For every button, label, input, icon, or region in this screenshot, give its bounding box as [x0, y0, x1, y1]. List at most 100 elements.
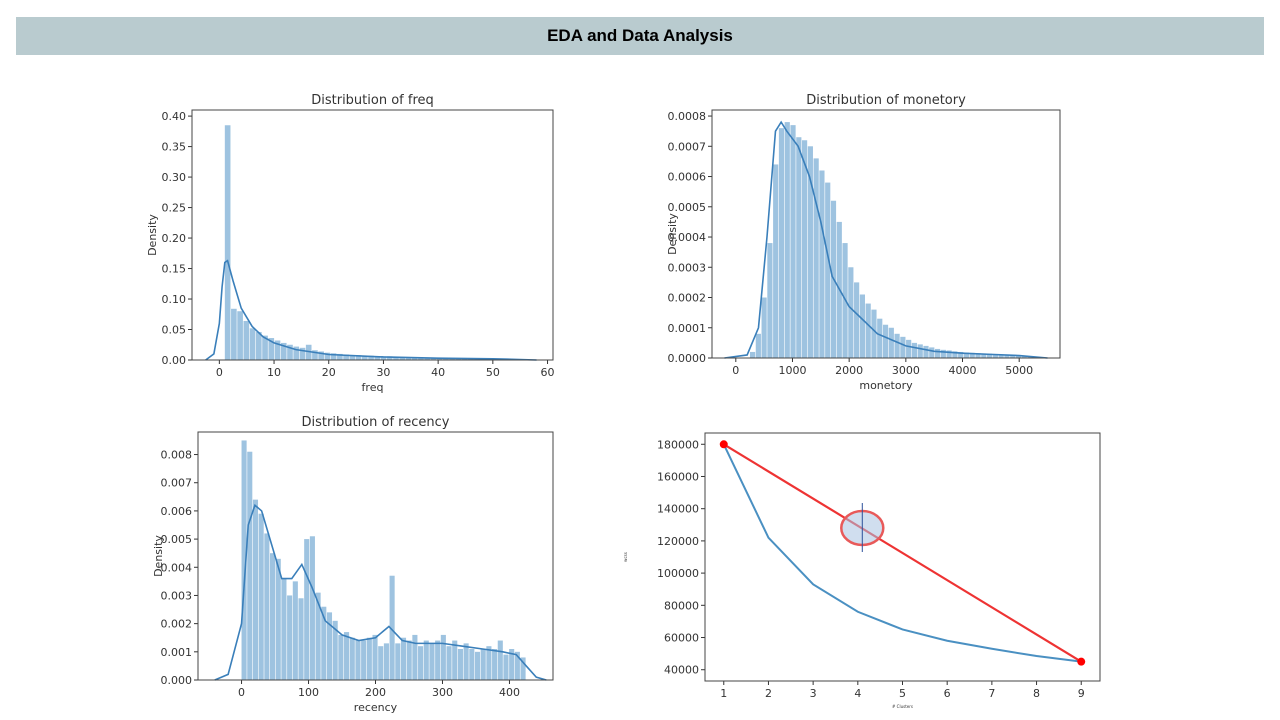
y-tick-label: 0.0007: [668, 140, 707, 153]
histogram-bar: [299, 347, 306, 360]
x-tick-label: 4000: [949, 364, 977, 377]
x-axis-label: # Clusters: [892, 704, 913, 709]
histogram-bar: [264, 533, 270, 680]
histogram-bar: [1010, 354, 1016, 358]
histogram-bar: [998, 354, 1004, 358]
y-tick-label: 0.008: [161, 449, 193, 462]
histogram-bar: [986, 353, 993, 358]
histogram-bar: [457, 649, 463, 680]
slide-title: EDA and Data Analysis: [547, 26, 733, 45]
histogram-bar: [399, 356, 406, 360]
y-tick-label: 0.003: [161, 589, 193, 602]
y-tick-label: 0.0003: [668, 261, 707, 274]
x-tick-label: 50: [486, 366, 500, 379]
chart-title: Distribution of recency: [302, 415, 450, 430]
histogram-bar: [446, 646, 452, 680]
histogram-bar: [287, 595, 293, 680]
y-tick-label: 180000: [657, 438, 699, 451]
histogram-bar: [981, 353, 987, 358]
histogram-bar: [349, 355, 356, 360]
histogram-bar: [958, 351, 964, 358]
kde-curve: [205, 259, 537, 361]
histogram-bar: [900, 336, 906, 358]
histogram-bar: [749, 351, 756, 358]
x-tick-label: 300: [432, 686, 453, 699]
histogram-bar: [389, 575, 395, 680]
chart-title: Distribution of freq: [311, 93, 434, 108]
histogram-bar: [963, 352, 970, 358]
y-tick-label: 140000: [657, 503, 699, 516]
y-tick-label: 0.0004: [668, 231, 707, 244]
endpoint-marker: [719, 440, 728, 449]
histogram-bar: [361, 640, 367, 680]
histogram-bar: [492, 649, 498, 680]
histogram-bar: [386, 356, 393, 360]
x-tick-label: 1: [720, 687, 727, 700]
x-tick-label: 60: [541, 366, 555, 379]
histogram-bar: [262, 335, 268, 360]
y-tick-label: 0.0006: [668, 171, 707, 184]
endpoint-marker: [1077, 657, 1086, 666]
histogram-bar: [430, 358, 437, 360]
y-tick-label: 0.0000: [668, 352, 707, 365]
histogram-bar: [405, 357, 412, 360]
histogram-bar: [435, 640, 441, 680]
histogram-bar: [312, 350, 318, 360]
x-tick-label: 40: [431, 366, 445, 379]
histogram-bar: [452, 640, 458, 680]
histogram-bar: [429, 643, 435, 680]
histogram-bar: [882, 324, 889, 358]
histogram-bar: [315, 592, 321, 680]
y-tick-label: 0.15: [162, 263, 187, 276]
histogram-bar: [468, 358, 474, 360]
histogram-bar: [992, 354, 998, 358]
y-axis-label: Density: [152, 535, 165, 577]
histogram-bar: [1004, 354, 1010, 358]
histogram-bar: [293, 346, 300, 360]
histogram-bar: [520, 657, 526, 680]
histogram-bar: [243, 320, 250, 360]
histogram-bar: [934, 348, 941, 358]
histogram-bar: [400, 637, 407, 680]
histogram-bar: [784, 122, 790, 358]
histogram-bar: [906, 339, 912, 358]
histogram-bar: [443, 358, 449, 360]
histogram-bar: [292, 581, 298, 680]
histogram-bar: [790, 125, 796, 358]
y-tick-label: 160000: [657, 470, 699, 483]
histogram-bar: [819, 170, 825, 358]
histogram-bar: [440, 634, 446, 680]
histogram-bar: [773, 164, 779, 358]
y-tick-label: 40000: [664, 664, 699, 677]
histogram-bar: [952, 351, 958, 358]
histogram-bar: [923, 345, 929, 358]
y-tick-label: 0.40: [162, 110, 187, 123]
histogram-bar: [486, 646, 492, 680]
x-axis-label: freq: [362, 381, 384, 394]
histogram-bar: [418, 646, 424, 680]
histogram-bar: [366, 637, 372, 680]
y-tick-label: 0.006: [161, 505, 193, 518]
histogram-bar: [252, 499, 259, 680]
x-tick-label: 9: [1078, 687, 1085, 700]
y-tick-label: 0.0002: [668, 292, 707, 305]
histogram-bar: [848, 267, 854, 358]
histogram-bar: [305, 344, 312, 360]
histogram-bar: [807, 146, 813, 358]
histogram-bar: [258, 513, 264, 680]
histogram-bar: [877, 318, 883, 358]
histogram-bar: [755, 333, 761, 358]
histogram-bar: [275, 558, 281, 680]
x-tick-label: 20: [322, 366, 336, 379]
y-axis-label: Density: [146, 214, 159, 256]
histogram-bar: [330, 353, 337, 360]
histogram-bar: [825, 182, 831, 358]
slide-title-banner: EDA and Data Analysis: [16, 17, 1264, 55]
histogram-bar: [497, 640, 503, 680]
histogram-bar: [894, 333, 900, 358]
histogram-bar: [888, 327, 894, 358]
histogram-bar: [393, 356, 399, 360]
x-tick-label: 30: [376, 366, 390, 379]
y-tick-label: 0.0001: [668, 322, 707, 335]
x-tick-label: 5000: [1005, 364, 1033, 377]
